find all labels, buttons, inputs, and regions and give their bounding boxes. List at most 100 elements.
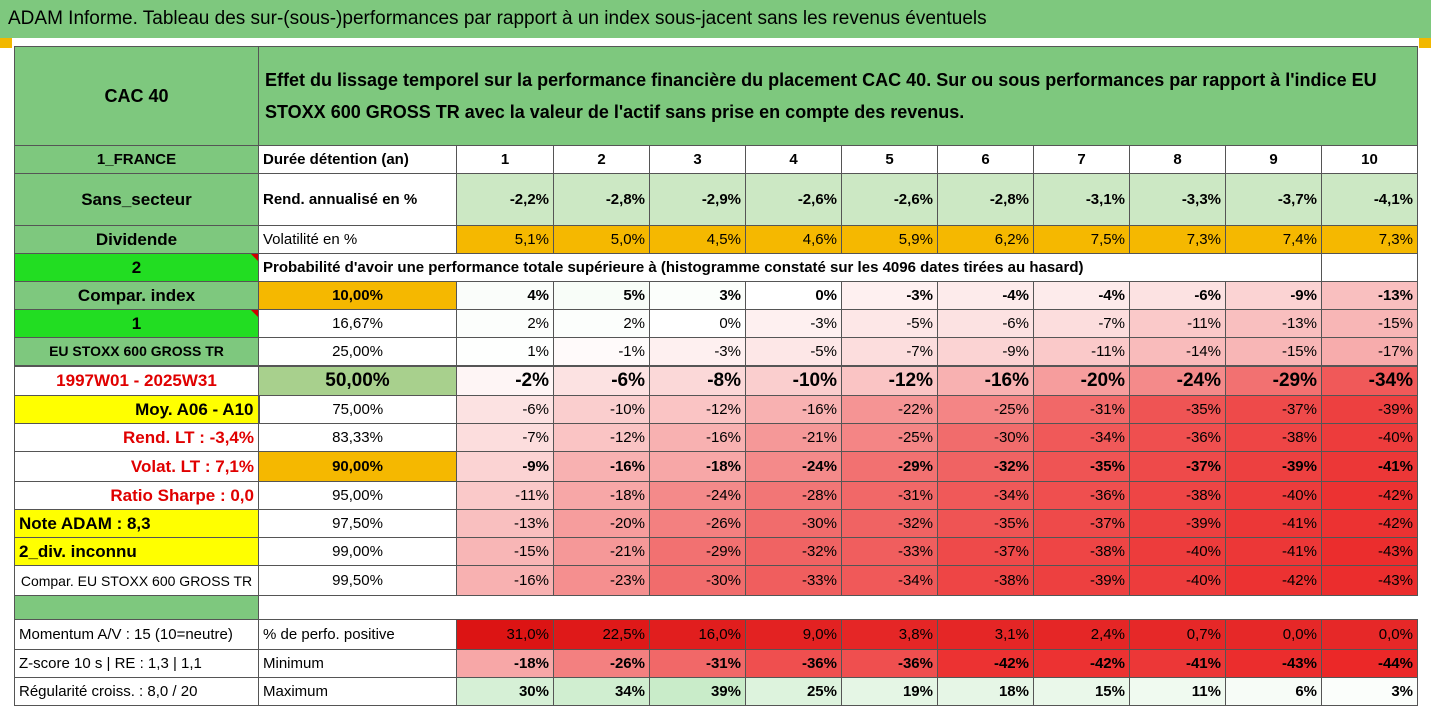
- quantile-cell: -14%: [1129, 337, 1226, 366]
- quantile-cell: -8%: [649, 365, 746, 396]
- quantile-cell: -35%: [1033, 451, 1130, 482]
- rend-cell: -2,6%: [841, 173, 938, 226]
- pos-cell: 0,0%: [1321, 619, 1418, 650]
- min-cell: -44%: [1321, 649, 1418, 678]
- rend-cell: -2,8%: [553, 173, 650, 226]
- rend-cell: -2,2%: [456, 173, 554, 226]
- sharpe-label: Ratio Sharpe : 0,0: [14, 481, 259, 510]
- corner-marker-left: [0, 38, 12, 48]
- rend-cell: -2,6%: [745, 173, 842, 226]
- quantile-cell: -39%: [1129, 509, 1226, 538]
- vol-cell: 5,0%: [553, 225, 650, 254]
- quantile-cell: 1%: [456, 337, 554, 366]
- max-label: Maximum: [258, 677, 457, 706]
- quantile-cell: -41%: [1225, 537, 1322, 566]
- quantile-cell: 3%: [649, 281, 746, 310]
- probability-level: 95,00%: [258, 481, 457, 510]
- quantile-cell: -17%: [1321, 337, 1418, 366]
- max-cell: 11%: [1129, 677, 1226, 706]
- quantile-cell: -38%: [1225, 423, 1322, 452]
- quantile-cell: -9%: [1225, 281, 1322, 310]
- quantile-cell: -36%: [1129, 423, 1226, 452]
- quantile-cell: 0%: [745, 281, 842, 310]
- quantile-cell: -35%: [937, 509, 1034, 538]
- probability-level: 97,50%: [258, 509, 457, 538]
- quantile-cell: -35%: [1129, 395, 1226, 424]
- quantile-cell: -15%: [456, 537, 554, 566]
- quantile-cell: -7%: [1033, 309, 1130, 338]
- quantile-cell: -16%: [553, 451, 650, 482]
- pos-cell: 0,7%: [1129, 619, 1226, 650]
- quantile-cell: -5%: [745, 337, 842, 366]
- pos-cell: 31,0%: [456, 619, 554, 650]
- quantile-cell: -10%: [553, 395, 650, 424]
- quantile-cell: -15%: [1225, 337, 1322, 366]
- country-label: 1_FRANCE: [14, 145, 259, 174]
- quantile-cell: -16%: [745, 395, 842, 424]
- probability-level: 99,00%: [258, 537, 457, 566]
- quantile-cell: -32%: [745, 537, 842, 566]
- quantile-cell: -13%: [1225, 309, 1322, 338]
- probability-level: 16,67%: [258, 309, 457, 338]
- vol-cell: 4,6%: [745, 225, 842, 254]
- quantile-cell: -12%: [841, 365, 938, 396]
- quantile-cell: -22%: [841, 395, 938, 424]
- quantile-cell: -3%: [745, 309, 842, 338]
- quantile-cell: -37%: [1225, 395, 1322, 424]
- quantile-cell: -34%: [1033, 423, 1130, 452]
- min-cell: -31%: [649, 649, 746, 678]
- performance-table: CAC 40 Effet du lissage temporel sur la …: [14, 46, 1418, 706]
- table-description: Effet du lissage temporel sur la perform…: [258, 46, 1418, 146]
- duration-cell: 1: [456, 145, 554, 174]
- rend-cell: -3,7%: [1225, 173, 1322, 226]
- rend-cell: -3,3%: [1129, 173, 1226, 226]
- min-cell: -36%: [841, 649, 938, 678]
- quantile-cell: -34%: [841, 565, 938, 596]
- vol-cell: 4,5%: [649, 225, 746, 254]
- quantile-cell: 2%: [456, 309, 554, 338]
- probability-level: 83,33%: [258, 423, 457, 452]
- quantile-cell: -6%: [553, 365, 650, 396]
- moy-label: Moy. A06 - A10: [14, 395, 260, 424]
- quantile-cell: -38%: [937, 565, 1034, 596]
- report-title: ADAM Informe. Tableau des sur-(sous-)per…: [0, 0, 1431, 38]
- probability-level: 10,00%: [258, 281, 457, 310]
- pos-cell: 0,0%: [1225, 619, 1322, 650]
- asset-name: CAC 40: [14, 46, 259, 146]
- quantile-cell: -30%: [745, 509, 842, 538]
- min-cell: -18%: [456, 649, 554, 678]
- quantile-cell: -40%: [1129, 565, 1226, 596]
- quantile-cell: 0%: [649, 309, 746, 338]
- probability-level: 50,00%: [258, 365, 457, 396]
- quantile-cell: -42%: [1225, 565, 1322, 596]
- quantile-cell: -15%: [1321, 309, 1418, 338]
- duration-label: Durée détention (an): [258, 145, 457, 174]
- index-name-label: EU STOXX 600 GROSS TR: [14, 337, 259, 366]
- quantile-cell: -38%: [1129, 481, 1226, 510]
- empty-cell: [1321, 253, 1418, 282]
- spacer-row: [259, 596, 1418, 620]
- rend-cell: -4,1%: [1321, 173, 1418, 226]
- quantile-cell: -11%: [1129, 309, 1226, 338]
- pos-cell: 2,4%: [1033, 619, 1130, 650]
- pos-cell: 22,5%: [553, 619, 650, 650]
- max-cell: 30%: [456, 677, 554, 706]
- sector-label: Sans_secteur: [14, 173, 259, 226]
- quantile-cell: -40%: [1321, 423, 1418, 452]
- quantile-cell: -43%: [1321, 565, 1418, 596]
- vol-cell: 5,9%: [841, 225, 938, 254]
- vol-cell: 7,5%: [1033, 225, 1130, 254]
- quantile-cell: -41%: [1225, 509, 1322, 538]
- quantile-cell: -24%: [649, 481, 746, 510]
- quantile-cell: 2%: [553, 309, 650, 338]
- quantile-cell: -26%: [649, 509, 746, 538]
- quantile-cell: -28%: [745, 481, 842, 510]
- max-cell: 39%: [649, 677, 746, 706]
- duration-cell: 7: [1033, 145, 1130, 174]
- quantile-cell: -30%: [937, 423, 1034, 452]
- min-cell: -42%: [937, 649, 1034, 678]
- quantile-cell: -20%: [1033, 365, 1130, 396]
- quantile-cell: -24%: [745, 451, 842, 482]
- quantile-cell: -3%: [649, 337, 746, 366]
- quantile-cell: -29%: [1225, 365, 1322, 396]
